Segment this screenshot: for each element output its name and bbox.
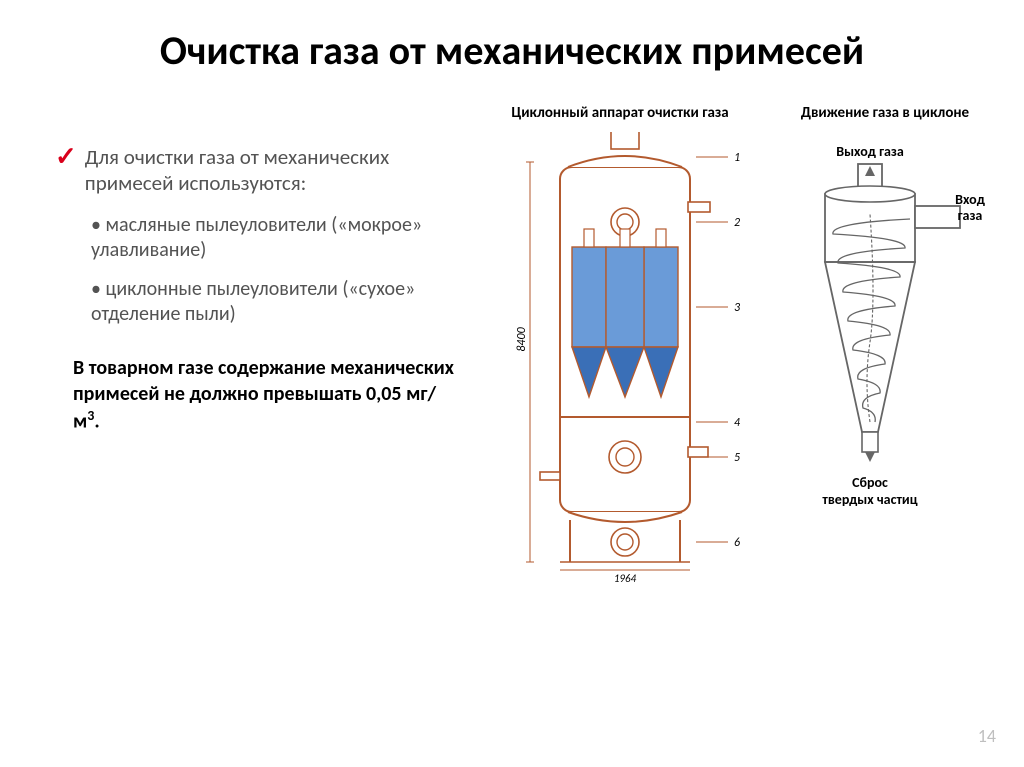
motion-caption: Движение газа в циклоне <box>770 104 1000 122</box>
svg-text:1964: 1964 <box>614 572 637 585</box>
motion-diagram: Выход газа Входгаза Сброствердых частиц <box>780 132 990 532</box>
bullet-item: масляные пылеуловители («мокрое» улавлив… <box>91 213 455 263</box>
motion-column: Движение газа в циклоне Выход газа Входга… <box>770 104 1000 592</box>
intro-text: Для очистки газа от механических примесе… <box>85 144 455 197</box>
page-number: 14 <box>978 725 996 747</box>
note-text: В товарном газе содержание механических … <box>73 355 455 435</box>
svg-text:6: 6 <box>734 536 740 550</box>
bullet-list: масляные пылеуловители («мокрое» улавлив… <box>91 213 455 327</box>
svg-text:Сброс: Сброс <box>852 474 888 491</box>
left-column: ✓ Для очистки газа от механических приме… <box>0 104 470 592</box>
svg-text:8400: 8400 <box>515 326 529 351</box>
svg-text:газа: газа <box>958 207 983 224</box>
svg-text:Вход: Вход <box>955 191 985 208</box>
bullet-item: циклонные пылеуловители («сухое» отделен… <box>91 277 455 327</box>
intro-line: ✓ Для очистки газа от механических приме… <box>55 144 455 197</box>
svg-text:3: 3 <box>734 301 740 315</box>
apparatus-caption: Циклонный аппарат очистки газа <box>470 104 770 122</box>
content-row: ✓ Для очистки газа от механических приме… <box>0 104 1024 592</box>
svg-text:1: 1 <box>734 151 740 165</box>
svg-text:твердых частиц: твердых частиц <box>822 491 917 508</box>
apparatus-column: Циклонный аппарат очистки газа 8400 1964 1… <box>470 104 770 592</box>
svg-text:5: 5 <box>734 451 740 465</box>
slide-title: Очистка газа от механических примесей <box>0 0 1024 74</box>
checkmark-icon: ✓ <box>55 140 77 172</box>
svg-text:2: 2 <box>734 216 740 230</box>
apparatus-diagram: 8400 1964 1 2 3 4 5 6 <box>480 132 760 592</box>
svg-text:Выход газа: Выход газа <box>836 143 904 160</box>
svg-text:4: 4 <box>734 416 741 430</box>
